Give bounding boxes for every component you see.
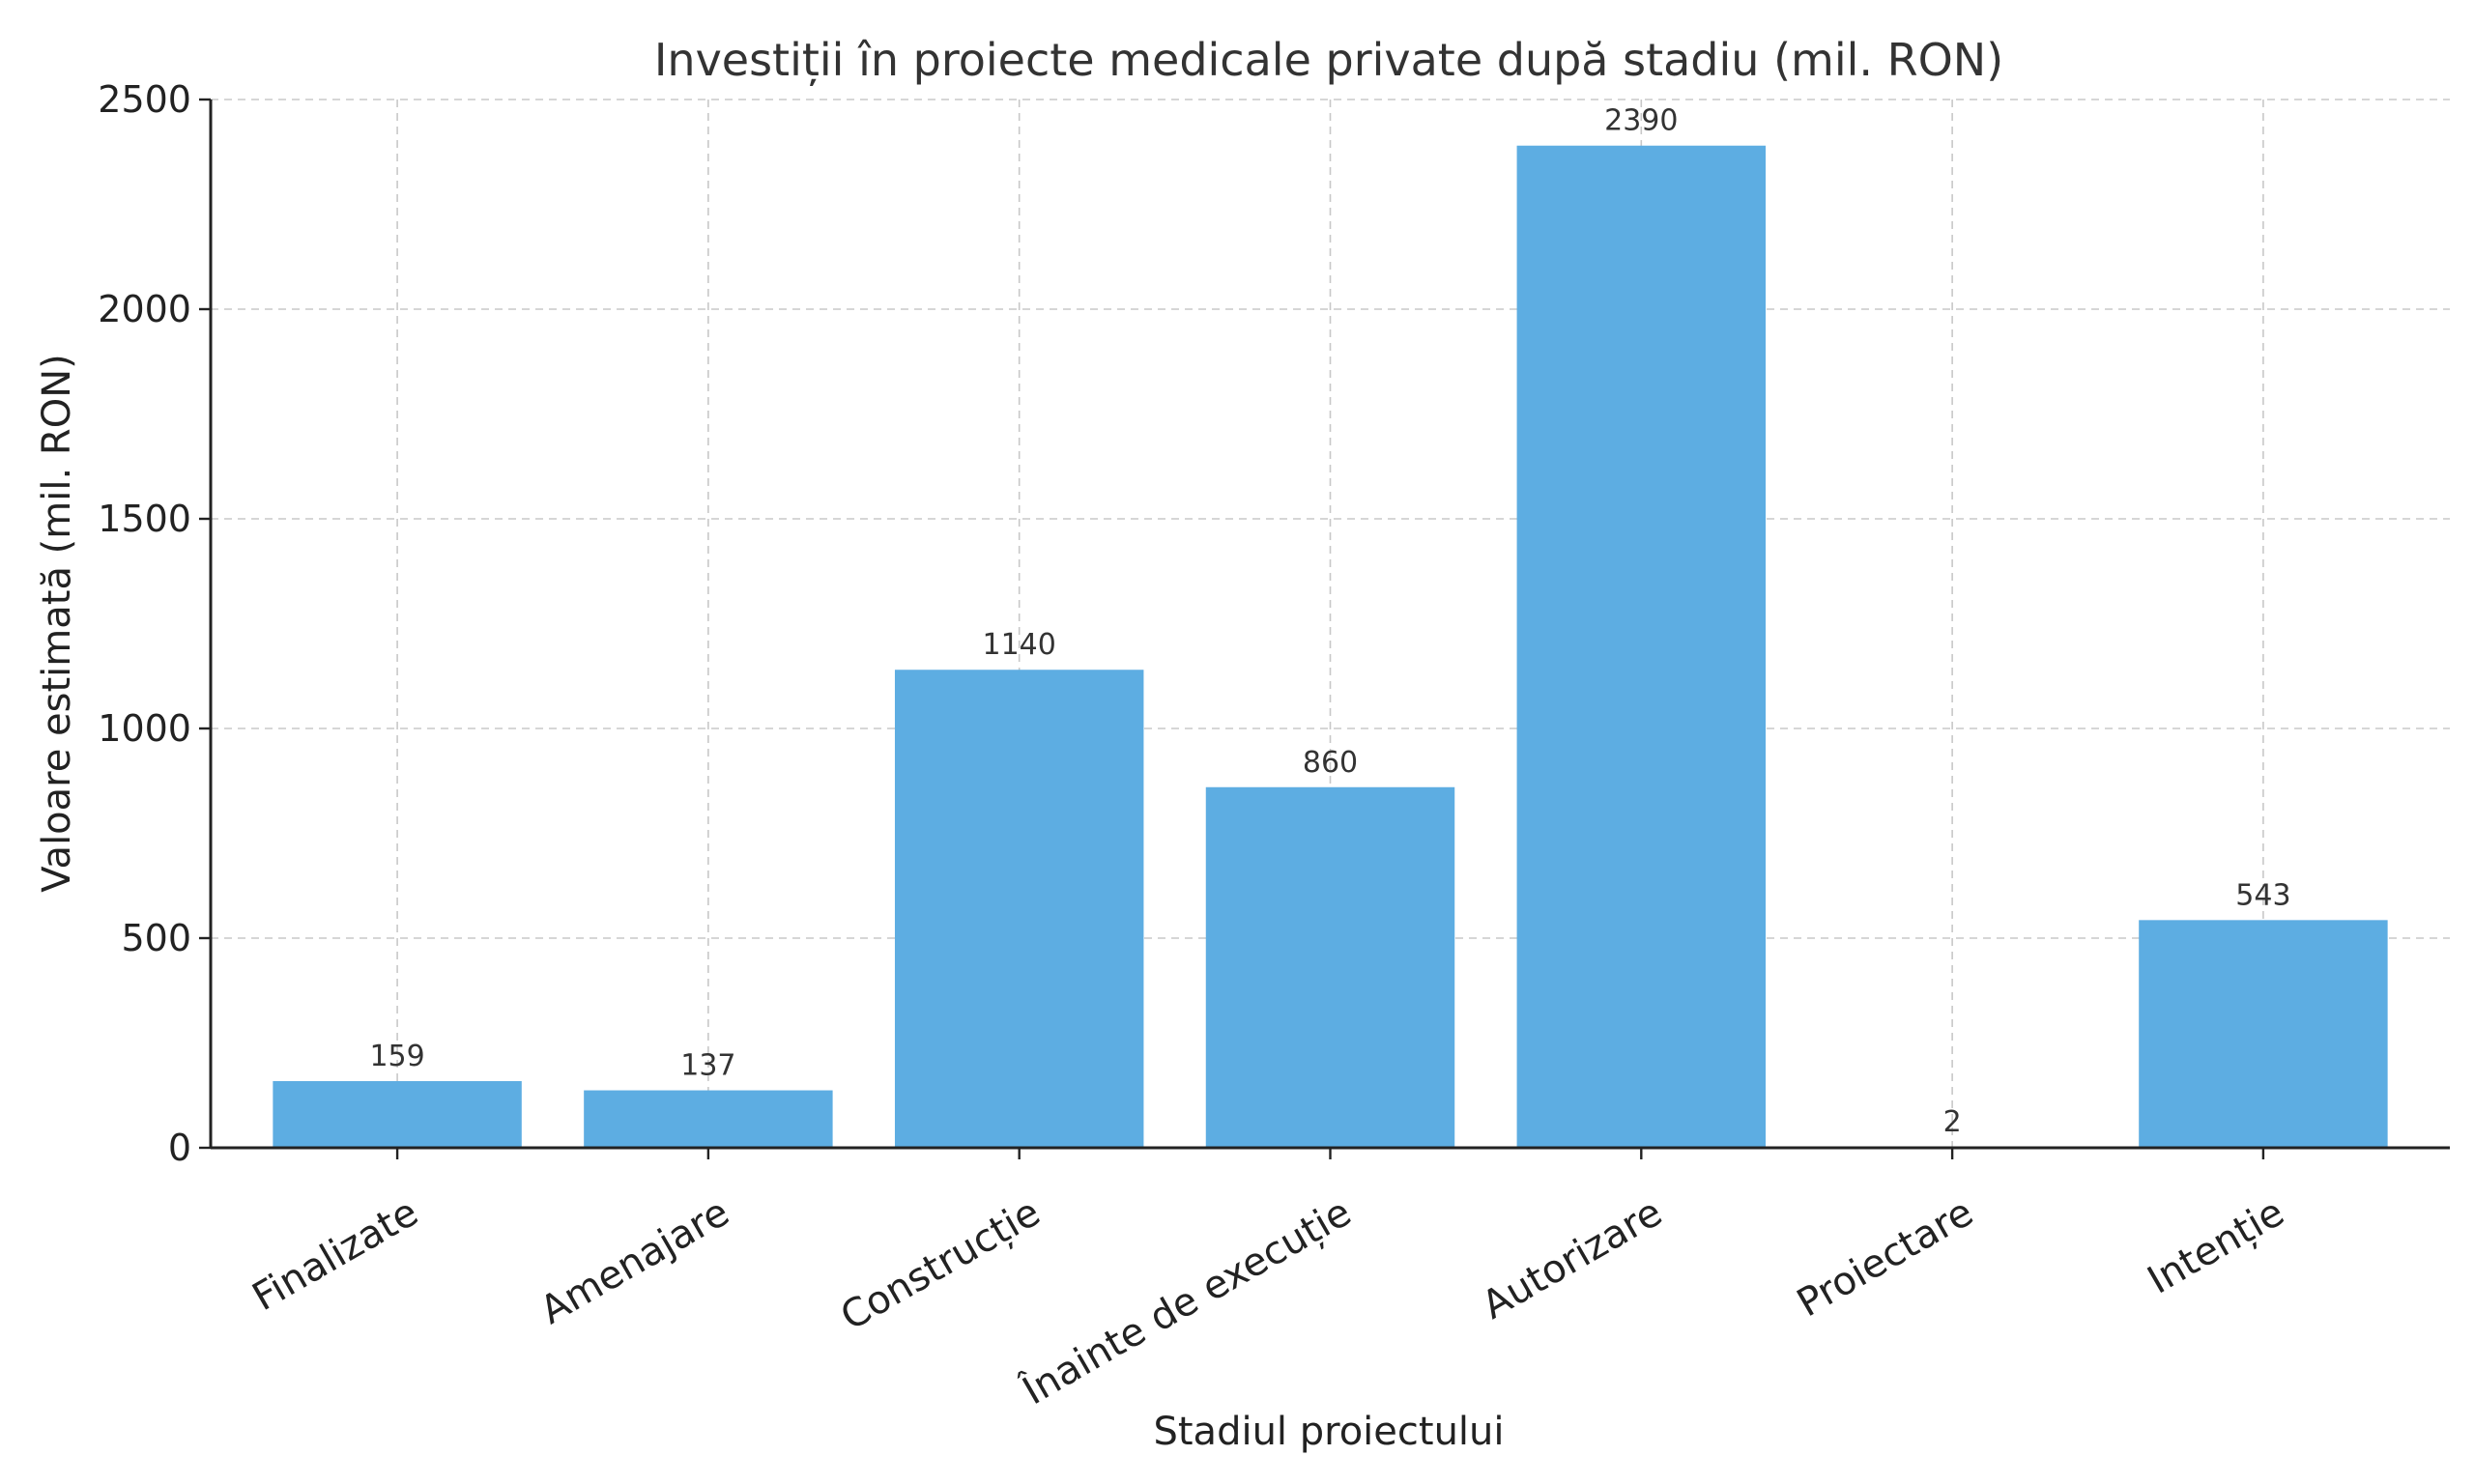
x-tick-label: Intenție bbox=[2141, 1190, 2292, 1303]
bar-value-label: 137 bbox=[680, 1049, 735, 1083]
bar bbox=[1205, 786, 1455, 1148]
bar-value-label: 2 bbox=[1943, 1105, 1962, 1139]
bar bbox=[1516, 145, 1767, 1149]
y-tick-label: 1500 bbox=[98, 498, 191, 540]
labels-layer: 0 500 1000 1500 2000 2500 159 Finalizate 137 Amen… bbox=[98, 78, 2291, 1414]
y-tick-label: 2000 bbox=[98, 288, 191, 330]
y-tick-label: 1000 bbox=[98, 707, 191, 750]
y-tick-label: 2500 bbox=[98, 78, 191, 121]
chart-title: Investiții în proiecte medicale private … bbox=[654, 34, 2003, 87]
bars-layer bbox=[273, 145, 2388, 1149]
y-tick-label: 500 bbox=[121, 917, 191, 959]
bar bbox=[584, 1090, 833, 1148]
bar-value-label: 543 bbox=[2235, 878, 2290, 912]
bar-value-label: 1140 bbox=[983, 628, 1056, 662]
x-axis-title: Stadiul proiectului bbox=[1153, 1410, 1504, 1454]
y-tick-label: 0 bbox=[168, 1127, 191, 1169]
x-tick-label: Proiectare bbox=[1790, 1190, 1981, 1327]
x-tick-label: Finalizate bbox=[245, 1190, 426, 1320]
x-tick-label: Înainte de execuție bbox=[1014, 1188, 1359, 1414]
x-tick-label: Autorizare bbox=[1475, 1190, 1670, 1328]
x-tick-label: Construcție bbox=[833, 1190, 1048, 1340]
bar bbox=[273, 1080, 522, 1148]
bar-value-label: 2390 bbox=[1604, 104, 1678, 138]
bar-value-label: 860 bbox=[1303, 746, 1358, 780]
bar bbox=[894, 670, 1144, 1148]
y-axis-title: Valoare estimată (mil. RON) bbox=[35, 354, 79, 892]
x-tick-label: Amenajare bbox=[533, 1190, 737, 1333]
bar-value-label: 159 bbox=[369, 1040, 424, 1073]
axes-layer bbox=[199, 98, 2450, 1159]
bar bbox=[2139, 920, 2388, 1148]
